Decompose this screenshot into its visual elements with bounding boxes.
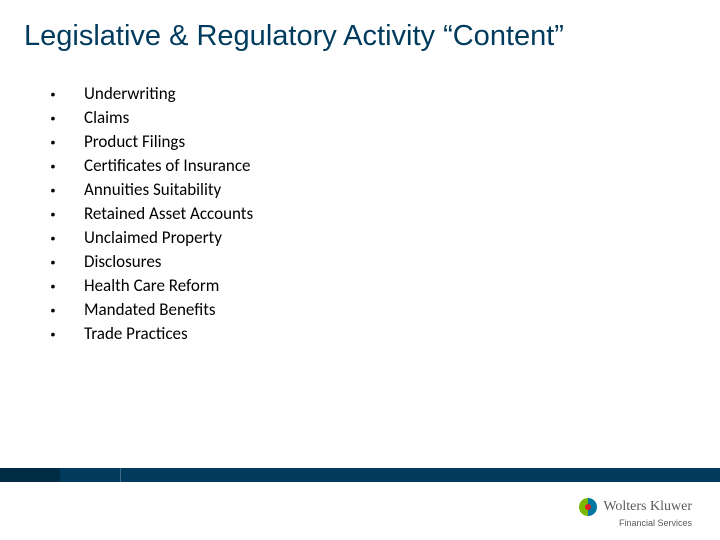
bullet-icon: • (50, 106, 56, 130)
list-item: • Disclosures (50, 250, 253, 274)
bullet-icon: • (50, 226, 56, 250)
bullet-text: Health Care Reform (84, 274, 219, 298)
slide: Legislative & Regulatory Activity “Conte… (0, 0, 720, 540)
slide-title: Legislative & Regulatory Activity “Conte… (24, 20, 564, 53)
list-item: • Annuities Suitability (50, 178, 253, 202)
list-item: • Retained Asset Accounts (50, 202, 253, 226)
logo-mark-icon (579, 498, 597, 516)
bullet-text: Annuities Suitability (84, 178, 221, 202)
bullet-icon: • (50, 250, 56, 274)
bullet-icon: • (50, 202, 56, 226)
brand-logo: Wolters Kluwer Financial Services (579, 498, 692, 528)
bullet-icon: • (50, 154, 56, 178)
footer-segment (60, 468, 120, 482)
bullet-list: • Underwriting • Claims • Product Filing… (50, 82, 253, 346)
list-item: • Unclaimed Property (50, 226, 253, 250)
bullet-icon: • (50, 298, 56, 322)
list-item: • Trade Practices (50, 322, 253, 346)
bullet-icon: • (50, 274, 56, 298)
bullet-text: Retained Asset Accounts (84, 202, 253, 226)
logo-row: Wolters Kluwer (579, 498, 692, 516)
bullet-text: Trade Practices (84, 322, 188, 346)
bullet-text: Disclosures (84, 250, 161, 274)
bullet-text: Product Filings (84, 130, 185, 154)
bullet-text: Claims (84, 106, 129, 130)
bullet-icon: • (50, 322, 56, 346)
list-item: • Underwriting (50, 82, 253, 106)
bullet-icon: • (50, 178, 56, 202)
list-item: • Product Filings (50, 130, 253, 154)
logo-subline: Financial Services (619, 518, 692, 528)
bullet-text: Underwriting (84, 82, 176, 106)
bullet-text: Certificates of Insurance (84, 154, 251, 178)
bullet-icon: • (50, 82, 56, 106)
footer-bar (0, 468, 720, 482)
logo-name: Wolters Kluwer (603, 499, 692, 515)
footer-segment (0, 468, 60, 482)
list-item: • Certificates of Insurance (50, 154, 253, 178)
bullet-icon: • (50, 130, 56, 154)
footer-segment (120, 468, 720, 482)
bullet-text: Mandated Benefits (84, 298, 216, 322)
list-item: • Mandated Benefits (50, 298, 253, 322)
bullet-text: Unclaimed Property (84, 226, 222, 250)
list-item: • Health Care Reform (50, 274, 253, 298)
list-item: • Claims (50, 106, 253, 130)
